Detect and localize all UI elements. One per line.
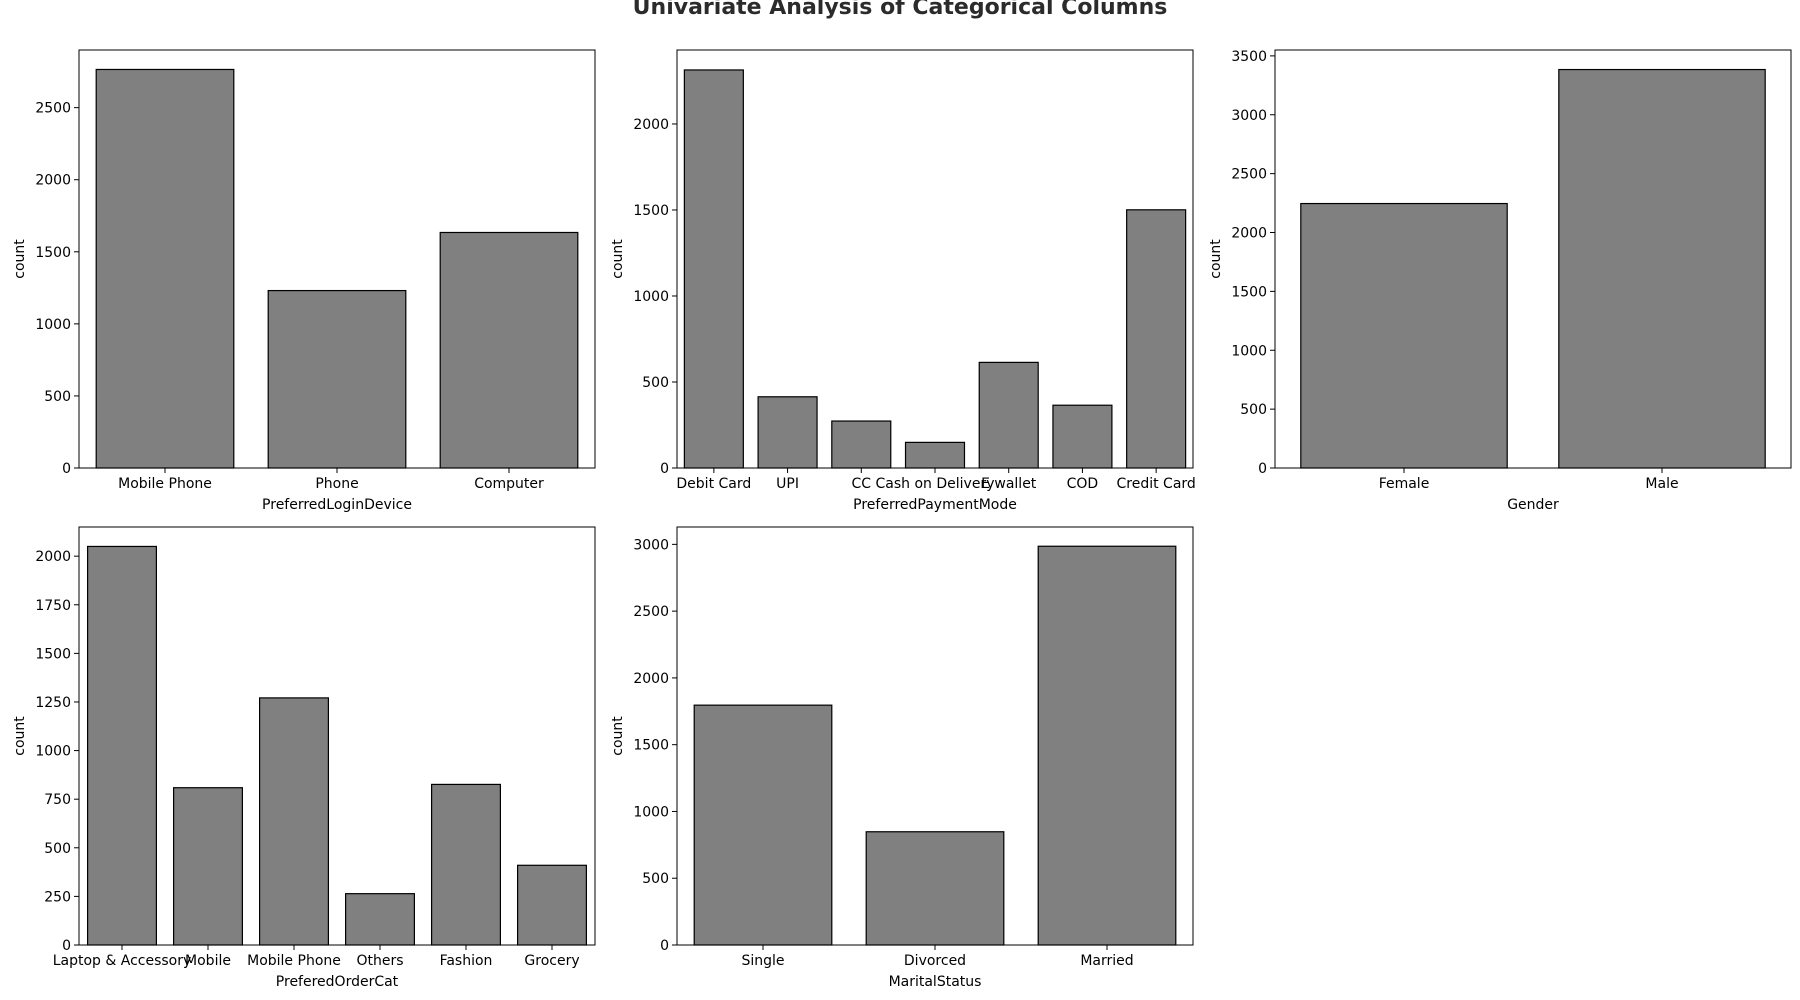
bar (1558, 68, 1766, 469)
y-tick-label: 2000 (35, 173, 71, 189)
subplot-4: 0 250 500 750 1000 1250 1500 1750 2000 Laptop & A… (12, 526, 596, 990)
y-tick-label: 1500 (35, 646, 71, 662)
plot-frame (78, 526, 596, 946)
bar (757, 396, 818, 469)
y-tick-label: 0 (1258, 461, 1267, 477)
x-tick-label: Mobile Phone (247, 953, 341, 969)
figure-title: Univariate Analysis of Categorical Colum… (632, 0, 1168, 20)
bar (693, 704, 833, 946)
x-tick-label: Single (741, 953, 784, 969)
x-tick-label: Cash on Delivery (876, 476, 995, 492)
bar (831, 420, 892, 469)
x-tick-label: Mobile Phone (118, 476, 212, 492)
bar (267, 289, 407, 469)
bar (516, 864, 587, 946)
y-tick-label: 1000 (35, 744, 71, 760)
y-tick-label: 0 (660, 461, 669, 477)
x-tick-label: Fashion (440, 953, 493, 969)
bar (259, 697, 330, 946)
y-tick-label: 0 (660, 938, 669, 954)
y-tick-label: 0 (62, 938, 71, 954)
subplot-3: 0 500 1000 1500 2000 2500 3000 3500 Female Male Ge… (1208, 49, 1792, 513)
y-tick-label: 500 (44, 841, 71, 857)
y-tick-label: 500 (642, 871, 669, 887)
y-tick-label: 1500 (633, 203, 669, 219)
y-tick-label: 2000 (633, 117, 669, 133)
x-tick-label: Laptop & Accessory (53, 953, 192, 969)
y-axis-label: count (1208, 239, 1224, 279)
bar (978, 361, 1039, 469)
x-tick-label: Credit Card (1116, 476, 1195, 492)
y-tick-label: 3000 (1231, 108, 1267, 124)
y-tick-label: 2500 (633, 604, 669, 620)
x-tick-label: Female (1379, 476, 1430, 492)
x-tick-label: Phone (315, 476, 358, 492)
bar (345, 893, 416, 946)
x-tick-label: Married (1080, 953, 1133, 969)
y-tick-label: 3000 (633, 537, 669, 553)
bar (86, 545, 158, 946)
y-tick-label: 2000 (1231, 226, 1267, 242)
x-tick-label: Mobile (185, 953, 231, 969)
bar (683, 69, 744, 469)
y-tick-label: 2500 (1231, 167, 1267, 183)
y-tick-label: 1000 (35, 317, 71, 333)
bar (1126, 209, 1187, 469)
y-tick-label: 1000 (633, 804, 669, 820)
subplot-2: 0 500 1000 1500 2000 Debit Card UPI CC Cash on D… (610, 49, 1196, 513)
x-axis-label: PreferredPaymentMode (853, 497, 1017, 513)
bar (904, 441, 966, 469)
y-tick-label: 750 (44, 792, 71, 808)
y-tick-label: 0 (62, 461, 71, 477)
bar (1037, 545, 1177, 946)
y-tick-label: 2500 (35, 101, 71, 117)
bar (1300, 202, 1508, 469)
y-tick-label: 500 (642, 375, 669, 391)
x-axis-label: MaritalStatus (889, 974, 982, 990)
y-tick-label: 1750 (35, 598, 71, 614)
y-axis-label: count (12, 239, 28, 279)
y-axis-label: count (610, 239, 626, 279)
bar (865, 831, 1005, 946)
y-tick-label: 2000 (633, 671, 669, 687)
bar (439, 231, 579, 469)
y-tick-label: 1500 (1231, 284, 1267, 300)
bar (173, 787, 244, 946)
bar (95, 68, 235, 469)
x-tick-label: Divorced (904, 953, 966, 969)
x-tick-label: E wallet (981, 476, 1037, 492)
y-tick-label: 250 (44, 889, 71, 905)
bar (431, 783, 502, 946)
y-axis-label: count (12, 716, 28, 756)
x-tick-label: Male (1645, 476, 1678, 492)
y-tick-label: 1250 (35, 695, 71, 711)
y-axis-label: count (610, 716, 626, 756)
y-tick-label: 1500 (35, 245, 71, 261)
y-tick-label: 500 (1240, 402, 1267, 418)
x-tick-label: CC (852, 476, 872, 492)
bar (1052, 404, 1113, 469)
y-tick-label: 500 (44, 389, 71, 405)
y-tick-label: 2000 (35, 549, 71, 565)
plot-frame (1274, 49, 1792, 469)
y-tick-label: 1000 (1231, 343, 1267, 359)
x-axis-label: PreferredLoginDevice (262, 497, 412, 513)
x-tick-label: COD (1067, 476, 1099, 492)
x-tick-label: Debit Card (676, 476, 751, 492)
plot-frame (676, 49, 1194, 469)
subplot-5: 0 500 1000 1500 2000 2500 3000 Single Divorced Ma… (610, 526, 1194, 990)
x-tick-label: Grocery (524, 953, 579, 969)
subplot-1: 0 500 1000 1500 2000 2500 Mobile Phone Phone Com… (12, 49, 596, 513)
x-tick-label: UPI (776, 476, 799, 492)
x-axis-label: Gender (1507, 497, 1559, 513)
x-axis-label: PreferedOrderCat (276, 974, 399, 990)
x-tick-label: Computer (474, 476, 544, 492)
y-tick-label: 1500 (633, 738, 669, 754)
y-tick-label: 3500 (1231, 49, 1267, 65)
x-tick-label: Others (356, 953, 403, 969)
y-tick-label: 1000 (633, 289, 669, 305)
